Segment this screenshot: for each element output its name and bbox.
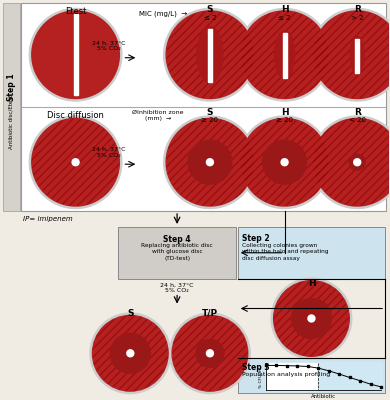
- Circle shape: [311, 8, 390, 101]
- Ellipse shape: [350, 37, 364, 73]
- Circle shape: [29, 8, 122, 101]
- Circle shape: [72, 159, 79, 166]
- Circle shape: [311, 116, 390, 208]
- Circle shape: [32, 11, 119, 98]
- Circle shape: [188, 140, 232, 184]
- Circle shape: [238, 116, 331, 208]
- Circle shape: [263, 140, 307, 184]
- FancyBboxPatch shape: [119, 227, 236, 279]
- Circle shape: [92, 316, 168, 391]
- Ellipse shape: [197, 27, 223, 83]
- Text: T/P: T/P: [202, 309, 218, 318]
- Circle shape: [206, 350, 213, 357]
- Text: H: H: [308, 279, 315, 288]
- Text: S: S: [207, 108, 213, 117]
- Circle shape: [206, 159, 213, 166]
- Circle shape: [238, 8, 331, 101]
- Text: 24 h, 37°C
5% CO₂: 24 h, 37°C 5% CO₂: [92, 40, 125, 51]
- Ellipse shape: [275, 31, 294, 79]
- Bar: [208, 29, 212, 82]
- Text: ≥ 20: ≥ 20: [201, 118, 218, 124]
- Circle shape: [271, 278, 352, 359]
- Circle shape: [241, 118, 328, 206]
- Circle shape: [32, 118, 119, 206]
- Circle shape: [166, 118, 254, 206]
- Circle shape: [166, 11, 254, 98]
- Circle shape: [349, 154, 365, 170]
- FancyBboxPatch shape: [3, 3, 20, 211]
- Circle shape: [90, 313, 170, 394]
- Bar: [283, 33, 287, 78]
- Text: Antibiotic disc/Etest: Antibiotic disc/Etest: [9, 95, 14, 149]
- Text: ≤ 2: ≤ 2: [278, 15, 291, 21]
- Circle shape: [29, 116, 122, 208]
- Text: Population analysis profiling: Population analysis profiling: [242, 372, 330, 377]
- Text: MIC (mg/L)  →: MIC (mg/L) →: [139, 11, 187, 17]
- Text: Replacing antibiotic disc
with glucose disc
(TD-test): Replacing antibiotic disc with glucose d…: [141, 243, 213, 261]
- Circle shape: [241, 11, 328, 98]
- Circle shape: [281, 159, 288, 166]
- Text: Step 3: Step 3: [242, 363, 269, 372]
- Circle shape: [308, 315, 315, 322]
- Circle shape: [164, 8, 256, 101]
- Circle shape: [170, 313, 250, 394]
- Circle shape: [274, 281, 349, 356]
- Text: S: S: [207, 6, 213, 14]
- Circle shape: [292, 298, 332, 338]
- Text: R: R: [354, 6, 361, 14]
- Circle shape: [164, 116, 256, 208]
- Text: ≥ 20: ≥ 20: [276, 118, 293, 124]
- Text: 24 h, 37°C
5% CO₂: 24 h, 37°C 5% CO₂: [160, 283, 194, 294]
- Bar: [317, 363, 381, 390]
- Text: Etest: Etest: [65, 8, 86, 16]
- Text: Collecting colonies grown
within the halo and repeating
disc diffusion assay: Collecting colonies grown within the hal…: [242, 243, 328, 261]
- Bar: [355, 39, 359, 73]
- Text: ≤ 2: ≤ 2: [204, 15, 216, 21]
- Text: Step 2: Step 2: [242, 234, 269, 243]
- Text: Step 4: Step 4: [163, 235, 191, 244]
- Text: R: R: [354, 108, 361, 117]
- Text: Step 1: Step 1: [7, 73, 16, 101]
- Circle shape: [196, 339, 224, 367]
- Text: Antibiotic: Antibiotic: [311, 394, 336, 399]
- Bar: [74, 14, 78, 95]
- Text: > 2: > 2: [351, 15, 363, 21]
- Circle shape: [354, 159, 361, 166]
- Text: 24 h, 37°C
5% CO₂: 24 h, 37°C 5% CO₂: [92, 147, 125, 158]
- Circle shape: [127, 350, 134, 357]
- Text: IP= imipenem: IP= imipenem: [23, 216, 73, 222]
- Circle shape: [172, 316, 248, 391]
- Circle shape: [314, 118, 390, 206]
- Text: Disc diffusion: Disc diffusion: [47, 111, 104, 120]
- Text: < 20: < 20: [349, 118, 366, 124]
- Bar: [266, 363, 381, 390]
- Circle shape: [314, 11, 390, 98]
- Text: H: H: [281, 6, 288, 14]
- FancyBboxPatch shape: [238, 227, 385, 279]
- Text: ØInhibition zone
(mm)  →: ØInhibition zone (mm) →: [133, 110, 184, 121]
- Circle shape: [110, 333, 150, 373]
- Text: % CFU/mL: % CFU/mL: [259, 366, 263, 388]
- Text: S: S: [127, 309, 133, 318]
- FancyBboxPatch shape: [21, 3, 386, 211]
- FancyBboxPatch shape: [238, 358, 385, 393]
- Text: H: H: [281, 108, 288, 117]
